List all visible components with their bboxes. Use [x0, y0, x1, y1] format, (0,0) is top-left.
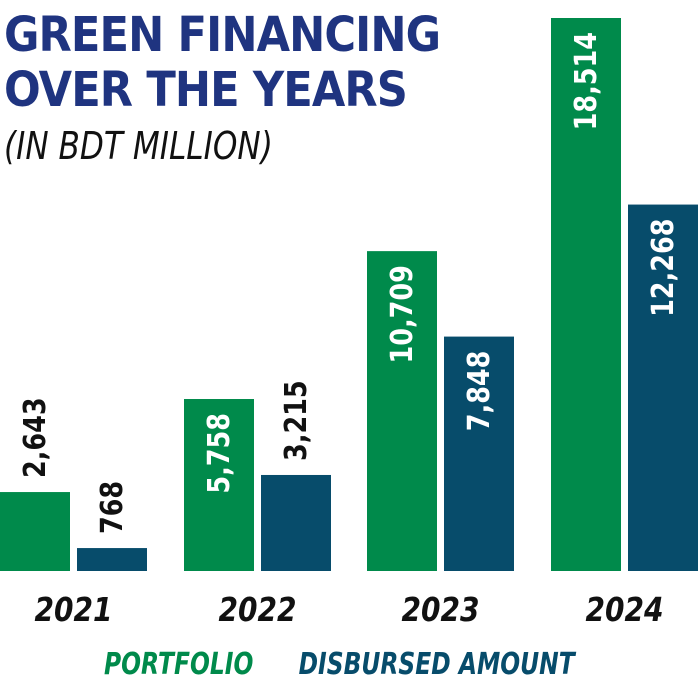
data-label-disbursed-amount-2023: 7,848 [461, 351, 497, 432]
data-label-disbursed-amount-2024: 12,268 [645, 219, 681, 317]
bar-portfolio-2022 [184, 399, 254, 571]
legend-item-portfolio: PORTFOLIO [104, 647, 254, 682]
data-label-portfolio-2022: 5,758 [201, 413, 237, 494]
data-label-portfolio-2023: 10,709 [384, 265, 420, 363]
bar-portfolio-2021 [0, 492, 70, 571]
x-tick-label-2021: 2021 [34, 592, 112, 630]
data-label-portfolio-2024: 18,514 [568, 32, 604, 130]
bar-disbursed-amount-2024 [628, 204, 698, 571]
chart-title-line-2: OVER THE YEARS [4, 62, 408, 118]
data-label-disbursed-amount-2022: 3,215 [278, 380, 314, 461]
x-tick-label-2024: 2024 [585, 592, 663, 630]
chart-title: GREEN FINANCING OVER THE YEARS [4, 7, 441, 118]
bar-portfolio-2023 [367, 251, 437, 571]
bar-disbursed-amount-2023 [444, 336, 514, 571]
chart-subtitle: (IN BDT MILLION) [4, 124, 273, 168]
bar-disbursed-amount-2022 [261, 474, 331, 571]
x-tick-label-2023: 2023 [401, 592, 479, 630]
chart-title-line-1: GREEN FINANCING [4, 7, 441, 63]
bar-disbursed-amount-2021 [77, 548, 147, 571]
bar-portfolio-2024 [551, 18, 621, 571]
data-label-disbursed-amount-2021: 768 [94, 481, 130, 534]
chart-legend: PORTFOLIO DISBURSED AMOUNT [104, 645, 620, 685]
legend-item-disbursed-amount: DISBURSED AMOUNT [298, 647, 575, 682]
x-tick-label-2022: 2022 [218, 592, 296, 630]
data-label-portfolio-2021: 2,643 [17, 397, 53, 478]
